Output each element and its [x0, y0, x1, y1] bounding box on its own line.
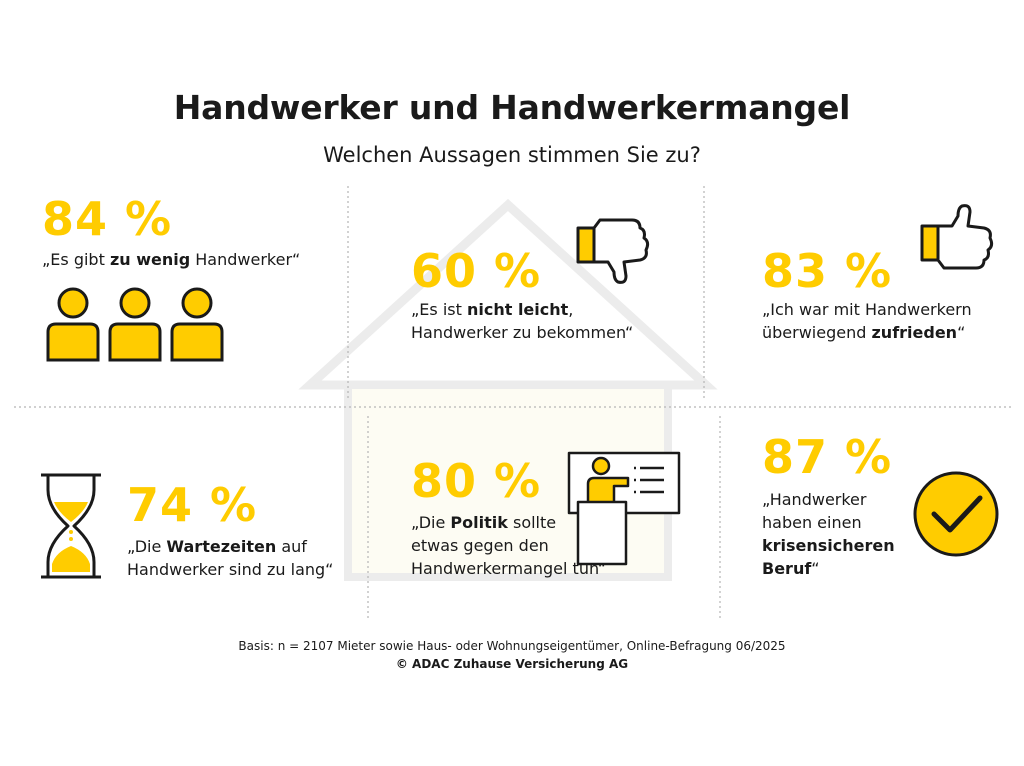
statement-text: „Ich war mit Handwerkern überwiegend zuf… — [762, 300, 972, 342]
statement-text: „Es gibt zu wenig Handwerker“ — [42, 250, 301, 269]
presentation-icon — [567, 451, 681, 566]
hourglass-icon — [41, 473, 101, 579]
percent-value: 84 % — [42, 192, 173, 246]
thumbs-up-icon — [920, 204, 994, 270]
percent-value: 60 % — [411, 244, 542, 298]
percent-value: 83 % — [762, 244, 893, 298]
thumbs-down-icon — [576, 218, 650, 284]
percent-value: 80 % — [411, 454, 542, 508]
percent-value: 87 % — [762, 430, 893, 484]
page-subtitle: Welchen Aussagen stimmen Sie zu? — [323, 143, 701, 167]
footer: Basis: n = 2107 Mieter sowie Haus- oder … — [0, 637, 1024, 673]
statement-text: „Die Politik sollte etwas gegen den Hand… — [411, 513, 607, 578]
page-title: Handwerker und Handwerkermangel — [173, 88, 851, 127]
people-icon — [46, 287, 224, 362]
percent-value: 74 % — [127, 478, 258, 532]
statement-text: „Es ist nicht leicht, Handwerker zu beko… — [411, 300, 634, 342]
footer-basis: Basis: n = 2107 Mieter sowie Haus- oder … — [238, 639, 786, 653]
statement-text: „Handwerker haben einen krisensicheren B… — [762, 490, 895, 578]
checkmark-icon — [913, 471, 999, 557]
footer-copyright: © ADAC Zuhause Versicherung AG — [395, 657, 629, 671]
statement-text: „Die Wartezeiten auf Handwerker sind zu … — [127, 537, 334, 579]
